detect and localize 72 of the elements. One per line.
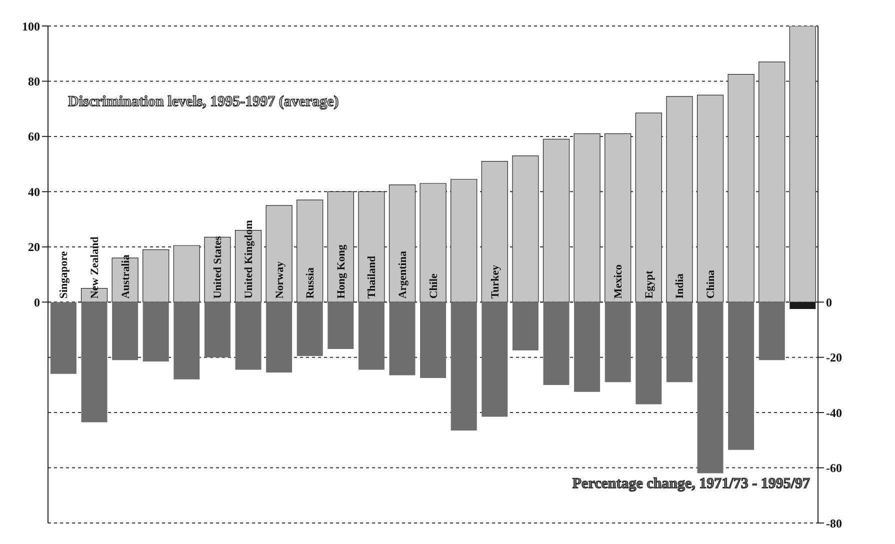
x-tick-label: Russia [304,266,317,299]
x-tick-label: Mexico [612,264,625,299]
bar [512,155,539,302]
bar [327,191,354,302]
series-label: Percentage change, 1971/73 - 1995/97 [572,476,810,494]
bar [574,133,600,302]
bar [604,302,631,382]
bar [204,302,230,358]
x-tick-label: Singapore [58,251,70,299]
bar [728,74,754,302]
y2-tick-label: -60 [826,461,842,476]
bar [604,133,632,302]
bar [266,205,292,302]
bar [389,302,416,376]
y-tick-label: 60 [28,130,40,144]
bar [542,138,570,302]
bar [696,94,724,302]
bar [235,302,262,370]
y-tick-label: 40 [28,184,40,199]
text: Discrimination levels, 1995-1997 (average) [68,94,339,112]
bar [450,178,478,302]
x-tick-label: Turkey [489,264,502,299]
bar [666,302,692,382]
bar [697,302,724,474]
bar [296,302,323,356]
bar [173,245,200,302]
y-tick-label: 20 [28,240,40,254]
x-tick-label: New Zealand [89,236,102,299]
bar [512,302,538,350]
bar [758,62,786,302]
x-tick-label: Chile [428,273,440,299]
bar [142,249,170,302]
x-tick-label: United Kingdom [243,220,256,299]
bar [358,302,384,370]
x-tick-label: Thailand [366,256,378,299]
bar [420,183,446,302]
x-tick-label: Hong Kong [335,244,348,299]
x-tick-label: Australia [120,254,132,299]
bar [81,302,108,422]
bar [358,191,385,302]
bar [482,302,508,417]
bar [388,184,416,302]
y2-tick-label: -80 [826,516,842,530]
bar [635,112,662,302]
bar [574,302,600,392]
y2-tick-label: -40 [826,406,842,420]
y2-tick-label: -20 [826,350,842,365]
bar [328,302,354,350]
y-tick-label: 0 [34,295,40,310]
x-tick-label: Norway [274,260,286,299]
bar [296,200,324,302]
bar [666,96,693,302]
y2-tick-label: 0 [826,295,832,310]
bar [174,302,200,380]
bar [758,302,785,360]
x-tick-label: United States [212,235,224,299]
bar [112,302,138,360]
y-tick-label: 100 [22,19,40,34]
y-tick-label: 80 [28,74,40,88]
x-tick-label: Egypt [643,270,656,299]
bar [142,302,169,362]
bar [450,302,477,431]
bar [481,160,508,302]
x-tick-label: Argentina [397,250,410,299]
bar [543,302,570,385]
x-tick-label: China [705,269,718,299]
bar [420,302,446,378]
bar [266,302,292,373]
bar [636,302,662,404]
bar [50,302,76,374]
bar [728,302,754,450]
x-tick-label: India [674,273,686,299]
